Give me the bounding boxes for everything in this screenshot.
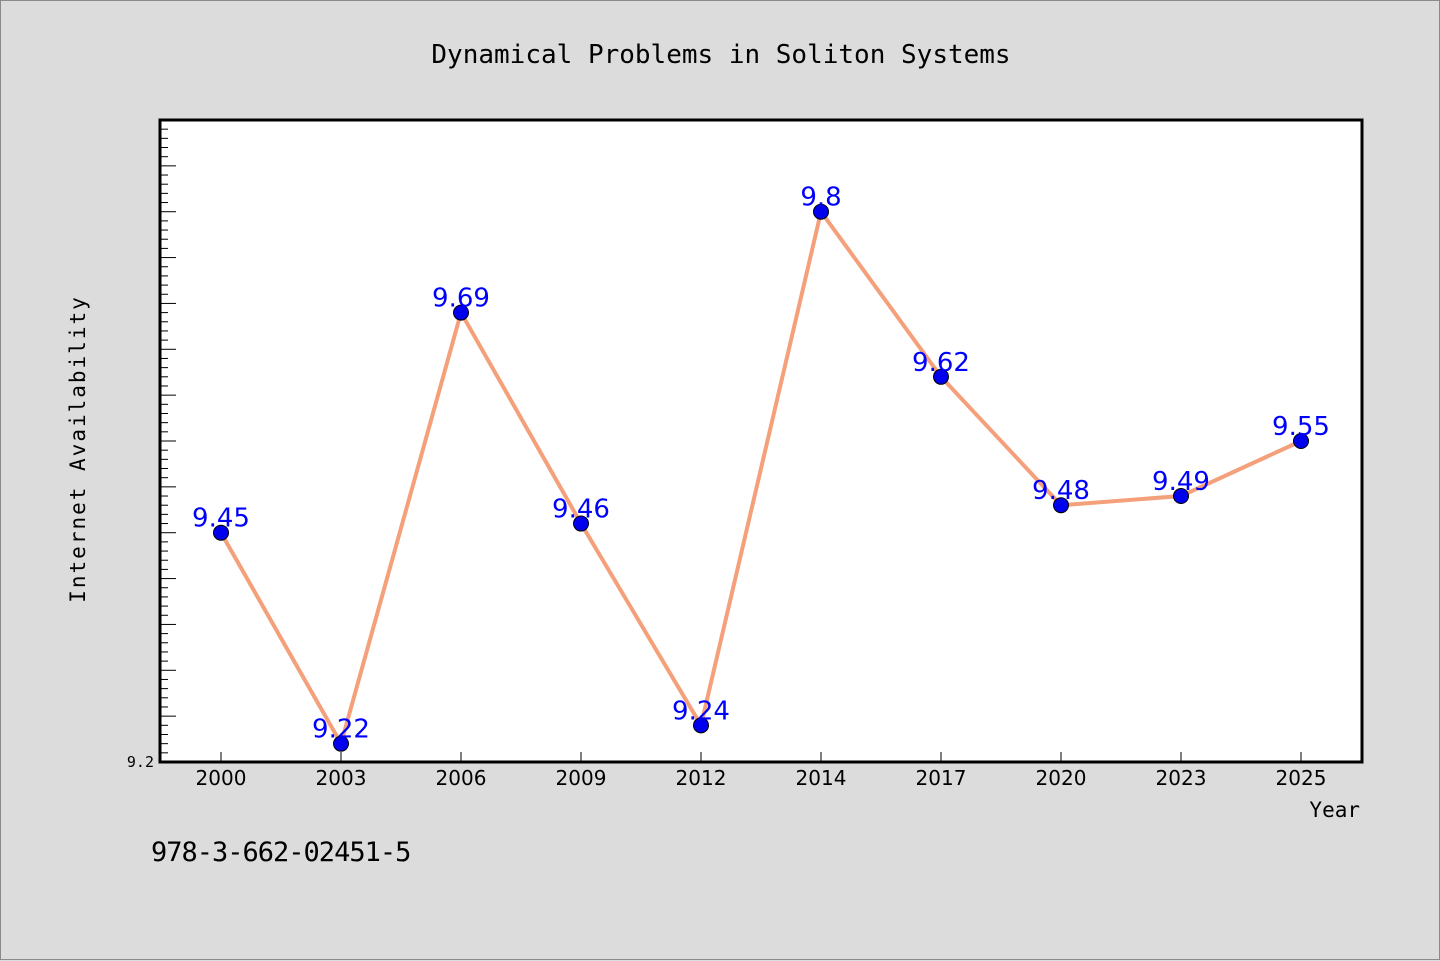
x-tick-label: 2017 (916, 766, 967, 790)
data-point (453, 304, 469, 321)
y-axis-label: Internet Availability (66, 295, 90, 603)
data-point (813, 203, 829, 220)
x-axis-ticks: 2000 2003 2006 2009 2012 2014 2017 2020 2023 2025 (196, 752, 1327, 790)
x-tick-label: 2003 (316, 766, 367, 790)
x-tick-label: 2000 (196, 766, 247, 790)
data-label: 9.49 (1152, 467, 1210, 497)
y-axis-ticks (160, 128, 176, 763)
y-tick-label: 9.2 (127, 753, 154, 771)
data-label: 9.46 (552, 495, 610, 525)
data-label: 9.69 (432, 284, 490, 314)
data-label: 9.62 (912, 348, 970, 378)
plot-area (158, 118, 1364, 764)
data-point (1053, 497, 1069, 514)
data-point (573, 515, 589, 532)
isbn-code: 978-3-662-02451-5 (151, 837, 411, 868)
x-tick-label: 2009 (556, 766, 607, 790)
data-label: 9.24 (672, 696, 730, 726)
x-tick-label: 2025 (1276, 766, 1327, 790)
data-point (213, 524, 229, 541)
data-label: 9.48 (1032, 476, 1090, 506)
chart-title: Dynamical Problems in Soliton Systems (431, 40, 1010, 70)
data-label: 9.45 (192, 504, 250, 534)
x-tick-label: 2023 (1156, 766, 1207, 790)
data-point (1293, 433, 1309, 449)
data-point (1173, 488, 1189, 505)
series-layer: 9.45 9.22 9.69 9.46 9.24 9.8 9.62 9.48 9.49 9.55 (192, 183, 1330, 752)
x-tick-label: 2014 (796, 766, 847, 790)
data-label: 9.8 (800, 183, 841, 213)
data-point (333, 735, 349, 752)
data-point (693, 717, 709, 734)
data-point (933, 368, 949, 385)
x-tick-label: 2012 (676, 766, 727, 790)
x-tick-label: 2006 (436, 766, 487, 790)
x-tick-label: 2020 (1036, 766, 1087, 790)
data-label: 9.22 (312, 715, 370, 745)
data-label: 9.55 (1272, 412, 1330, 442)
series-line (219, 209, 1303, 746)
x-axis-label: Year (1309, 798, 1360, 822)
